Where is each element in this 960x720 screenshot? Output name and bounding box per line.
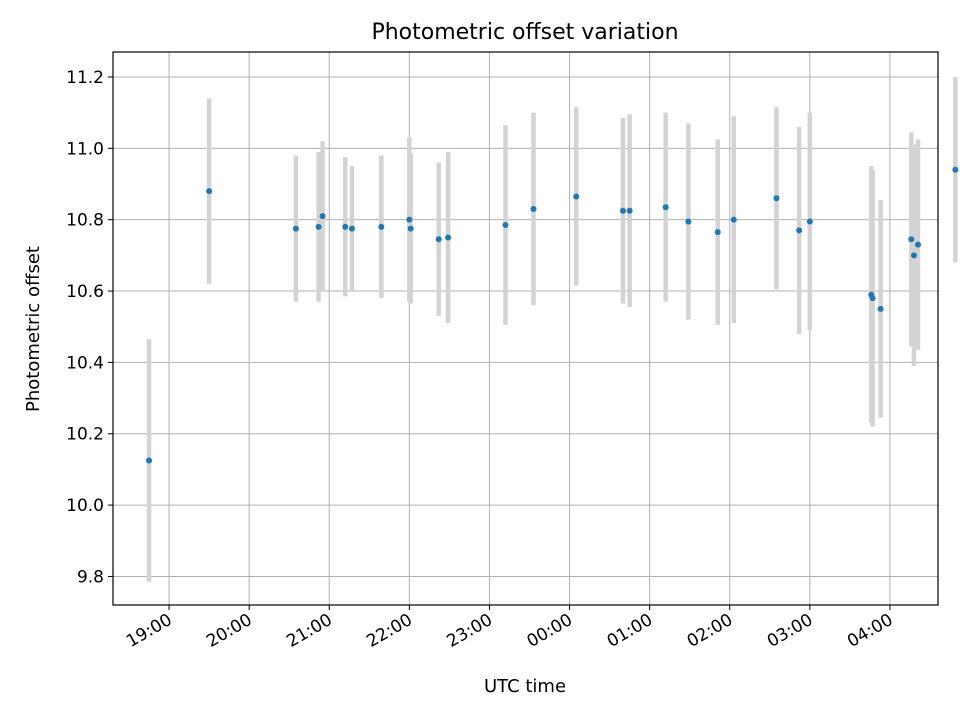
data-point bbox=[342, 223, 349, 230]
plot-frame bbox=[112, 51, 939, 606]
data-point bbox=[407, 225, 414, 232]
data-point bbox=[445, 234, 452, 241]
y-tick-label: 10.6 bbox=[66, 282, 104, 302]
data-point bbox=[714, 229, 721, 236]
data-point bbox=[908, 236, 915, 243]
data-point bbox=[435, 236, 442, 243]
data-point bbox=[910, 252, 917, 259]
data-point bbox=[806, 218, 813, 225]
data-point bbox=[292, 225, 299, 232]
data-point bbox=[952, 166, 959, 173]
data-point bbox=[530, 205, 537, 212]
data-point bbox=[573, 193, 580, 200]
data-point bbox=[796, 227, 803, 234]
y-tick-label: 10.2 bbox=[66, 425, 104, 445]
data-point bbox=[869, 295, 876, 302]
data-point bbox=[773, 195, 780, 202]
y-axis: 9.8 10.0 10.2 10.4 10.6 10.8 11.0 11.2 bbox=[66, 68, 113, 587]
data-point bbox=[626, 207, 633, 214]
data-point bbox=[146, 457, 153, 464]
data-point bbox=[206, 188, 213, 195]
data-point bbox=[662, 204, 669, 211]
data-point bbox=[502, 222, 509, 229]
x-axis-label: UTC time bbox=[484, 676, 566, 697]
data-point bbox=[877, 305, 884, 312]
y-tick-label: 10.0 bbox=[66, 496, 104, 516]
data-point bbox=[348, 225, 355, 232]
data-point bbox=[914, 241, 921, 248]
y-tick-label: 11.0 bbox=[66, 139, 104, 159]
y-axis-label: Photometric offset bbox=[23, 246, 44, 412]
data-point bbox=[406, 216, 413, 223]
y-tick-label: 10.8 bbox=[66, 211, 104, 231]
y-tick-label: 10.4 bbox=[66, 353, 104, 373]
data-point bbox=[619, 207, 626, 214]
y-tick-label: 11.2 bbox=[66, 68, 104, 88]
data-point bbox=[730, 216, 737, 223]
data-point bbox=[319, 213, 326, 220]
point-layer bbox=[146, 166, 959, 464]
data-point bbox=[378, 223, 385, 230]
data-point bbox=[685, 218, 692, 225]
y-tick-label: 9.8 bbox=[77, 567, 104, 587]
chart-title: Photometric offset variation bbox=[371, 20, 678, 45]
data-point bbox=[315, 223, 322, 230]
